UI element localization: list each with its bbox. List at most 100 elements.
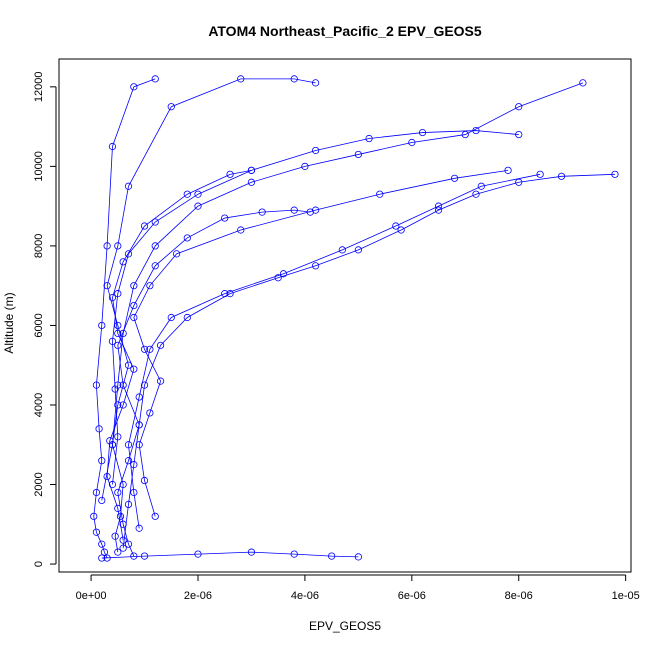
data-point <box>226 290 234 298</box>
data-point <box>279 270 288 278</box>
data-point <box>140 345 149 353</box>
y-tick-label: 12000 <box>33 72 45 103</box>
data-point <box>274 274 282 282</box>
data-point <box>98 540 106 548</box>
data-point <box>124 182 133 190</box>
data-point <box>290 550 298 558</box>
chart-title: ATOM4 Northeast_Pacific_2 EPV_GEOS5 <box>208 23 482 39</box>
data-point <box>111 385 119 393</box>
data-point <box>130 282 138 290</box>
series-line <box>117 209 311 557</box>
data-point <box>515 130 523 139</box>
data-point <box>124 441 133 449</box>
data-point <box>119 480 127 489</box>
data-point <box>114 433 122 441</box>
data-point <box>146 282 154 290</box>
data-point <box>173 250 181 258</box>
y-axis: 0 2000 4000 6000 8000 10000 12000 <box>33 72 57 567</box>
y-tick-label: 2000 <box>33 472 45 496</box>
data-point <box>119 381 127 389</box>
data-point <box>92 381 101 389</box>
data-point <box>92 488 101 497</box>
series-line <box>106 169 252 541</box>
y-axis-label: Altitude (m) <box>2 292 16 353</box>
data-point <box>92 528 101 536</box>
data-point <box>111 532 119 540</box>
x-tick-label: 1e-05 <box>612 590 640 602</box>
data-point <box>183 190 191 198</box>
data-point <box>98 554 106 562</box>
data-point <box>226 170 234 178</box>
data-point <box>290 75 298 83</box>
data-point <box>311 262 320 270</box>
data-point <box>103 282 111 290</box>
data-point <box>116 512 125 520</box>
data-point <box>434 202 443 210</box>
series-line <box>112 130 519 485</box>
data-point <box>114 504 122 512</box>
data-point <box>151 218 159 226</box>
data-series <box>98 79 587 505</box>
data-point <box>434 206 443 214</box>
data-point <box>301 162 309 170</box>
data-point <box>135 524 143 532</box>
data-point <box>311 79 320 87</box>
data-series <box>103 166 256 544</box>
data-point <box>106 437 114 445</box>
data-point <box>477 182 485 190</box>
data-point <box>247 166 256 174</box>
data-point <box>258 208 266 216</box>
series-layer <box>90 75 619 562</box>
data-point <box>151 242 159 250</box>
data-point <box>450 174 459 182</box>
data-series <box>90 75 159 562</box>
data-point <box>376 190 384 198</box>
data-point <box>108 142 117 151</box>
data-point <box>140 381 149 389</box>
data-point <box>354 150 362 159</box>
data-point <box>408 138 416 147</box>
data-point <box>90 512 98 520</box>
data-point <box>146 345 154 353</box>
data-series <box>98 548 362 562</box>
series-line <box>101 551 359 559</box>
data-series <box>114 206 314 560</box>
data-point <box>114 341 122 349</box>
data-point <box>328 552 336 560</box>
data-point <box>130 488 138 497</box>
data-series <box>124 170 544 532</box>
data-point <box>114 242 122 250</box>
series-line <box>93 78 156 559</box>
data-point <box>124 500 133 508</box>
data-point <box>124 457 133 465</box>
data-point <box>221 290 229 298</box>
data-point <box>140 552 149 560</box>
data-point <box>98 321 106 330</box>
data-point <box>418 128 427 137</box>
data-point <box>130 83 138 91</box>
data-point <box>311 206 320 214</box>
data-point <box>135 421 143 429</box>
data-point <box>247 178 256 186</box>
data-point <box>119 536 127 544</box>
data-point <box>119 329 127 337</box>
data-point <box>579 79 587 87</box>
data-point <box>611 170 619 178</box>
series-line <box>122 173 615 549</box>
data-point <box>290 206 298 214</box>
data-point <box>247 548 256 556</box>
data-point <box>167 313 175 322</box>
data-point <box>95 425 103 433</box>
data-point <box>237 226 245 234</box>
data-point <box>237 75 245 83</box>
data-point <box>108 294 117 302</box>
y-tick-label: 4000 <box>33 393 45 417</box>
data-point <box>183 313 191 322</box>
x-tick-label: 2e-06 <box>184 590 212 602</box>
data-point <box>103 472 111 481</box>
data-point <box>108 337 117 345</box>
data-point <box>98 496 106 505</box>
data-point <box>156 377 165 385</box>
data-point <box>130 301 138 310</box>
data-point <box>114 290 122 298</box>
